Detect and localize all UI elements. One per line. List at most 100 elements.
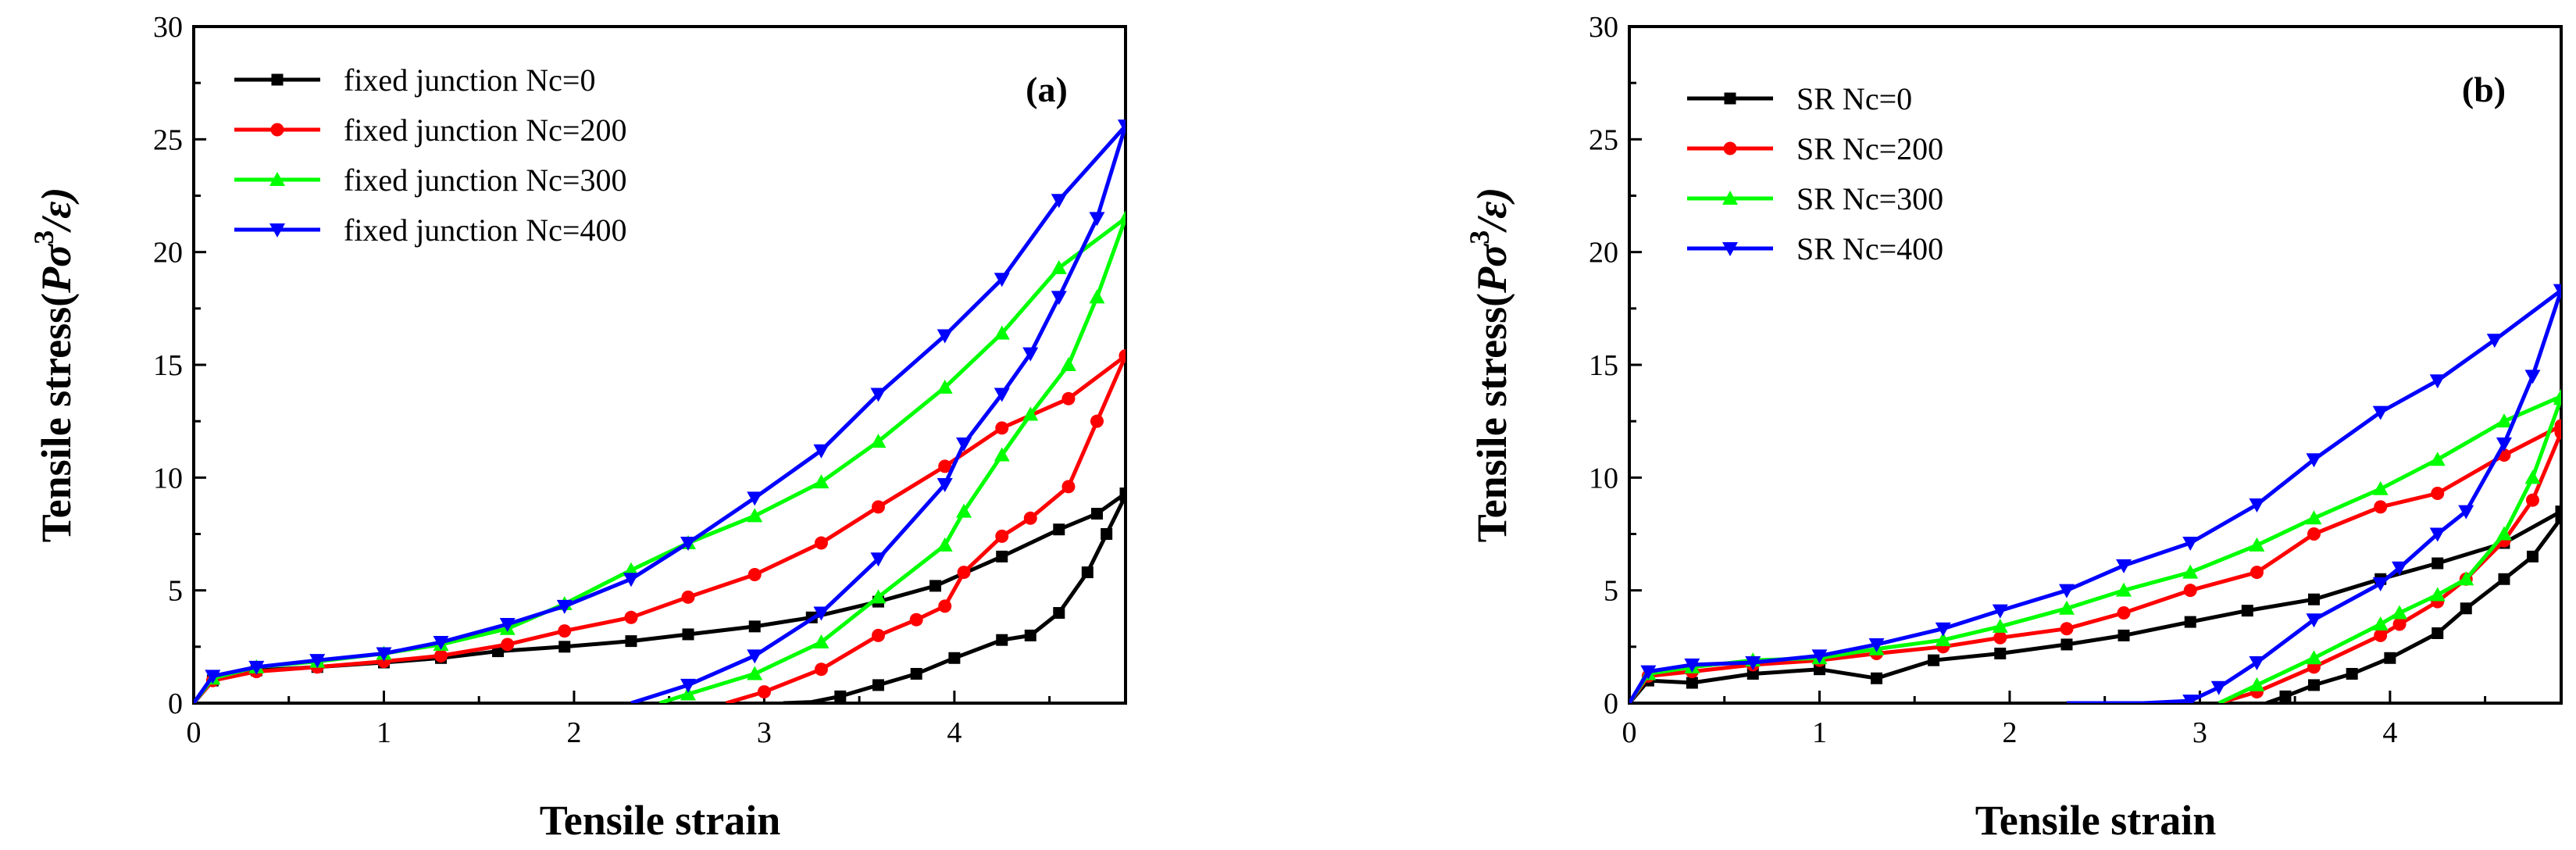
y-tick-label: 25 (1589, 123, 1618, 156)
series-line-loading (194, 216, 1126, 703)
data-point (1101, 528, 1113, 540)
data-point (2524, 370, 2541, 384)
data-point (2431, 487, 2445, 501)
y-axis-title: Tensile stress(Pσ3/ε) (1464, 188, 1515, 543)
data-point (2458, 571, 2474, 586)
data-point (929, 580, 942, 592)
x-tick-label: 3 (2192, 716, 2207, 749)
legend-marker (1687, 242, 1773, 256)
data-point (2429, 587, 2446, 602)
x-axis-title: Tensile strain (1975, 797, 2217, 844)
data-point (2553, 284, 2561, 298)
data-point (681, 590, 695, 604)
data-point (1118, 210, 1126, 225)
data-point (995, 529, 1009, 543)
data-point (870, 589, 887, 604)
data-point (834, 690, 847, 702)
data-point (2058, 584, 2075, 598)
y-tick-label: 10 (1589, 462, 1618, 495)
data-point (948, 652, 961, 664)
y-axis-title-p: P (33, 266, 80, 294)
data-point (2060, 638, 2073, 651)
x-tick-label: 3 (757, 716, 772, 749)
data-point (269, 223, 285, 238)
y-tick-label: 5 (1604, 575, 1618, 608)
data-point (938, 459, 952, 473)
legend-entry: SR Nc=0 (1687, 81, 1912, 116)
series-line-unloading (2217, 398, 2561, 703)
data-point (2184, 616, 2196, 628)
data-point (1992, 604, 2008, 619)
data-point (2372, 616, 2389, 630)
data-point (937, 379, 953, 394)
series-line-loading (1629, 509, 2561, 703)
y-tick-label: 0 (1604, 688, 1618, 720)
data-point (2553, 391, 2561, 405)
data-point (1722, 242, 1738, 256)
data-point (2374, 500, 2388, 514)
data-point (1745, 656, 1761, 671)
data-point (2524, 470, 2541, 484)
data-point (2058, 600, 2075, 615)
data-point (1871, 672, 1883, 684)
data-point (2374, 628, 2388, 642)
data-point (248, 660, 265, 675)
data-point (748, 620, 761, 633)
data-point (1722, 191, 1738, 205)
data-point (1051, 259, 1067, 274)
data-point (1640, 665, 1657, 680)
data-point (747, 508, 763, 523)
panel-label: (b) (2462, 70, 2506, 109)
data-point (680, 678, 697, 693)
data-point (2249, 677, 2265, 691)
y-tick-label: 15 (1589, 349, 1618, 382)
data-point (2306, 613, 2322, 628)
data-point (1811, 649, 1828, 664)
data-point (909, 612, 923, 627)
y-axis-title-sigma: σ (1468, 243, 1515, 267)
legend-marker (234, 73, 320, 86)
data-point (870, 388, 887, 402)
series-line-unloading (2218, 431, 2561, 703)
x-tick-label: 0 (1622, 716, 1637, 749)
data-point (558, 624, 572, 638)
x-axis-title: Tensile strain (540, 797, 781, 844)
data-point (910, 667, 922, 680)
legend-label: fixed junction Nc=0 (344, 62, 595, 98)
data-point (270, 123, 284, 137)
data-point (2429, 374, 2446, 389)
y-tick-label: 30 (153, 11, 183, 44)
legend-label: fixed junction Nc=200 (344, 112, 626, 148)
data-point (956, 438, 972, 452)
y-tick-label: 5 (168, 575, 183, 608)
y-axis-title: Tensile stress(Pσ3/ε) (28, 188, 80, 543)
data-point (757, 685, 771, 699)
series-fixed-junction-nc-300 (194, 210, 1126, 703)
data-point (2458, 505, 2474, 520)
data-point (813, 606, 830, 621)
data-point (2432, 557, 2444, 570)
y-tick-label: 20 (153, 237, 183, 270)
data-point (1723, 141, 1737, 155)
data-point (2498, 573, 2510, 585)
series-line-unloading (2265, 516, 2561, 703)
axis-ticks: 0 1 2 3 4 0 5 10 15 20 25 30 (153, 11, 1051, 749)
series-line-unloading (725, 355, 1126, 703)
data-point (937, 329, 953, 344)
data-point (813, 444, 830, 459)
x-tick-label: 4 (2382, 716, 2397, 749)
data-point (2496, 526, 2512, 541)
data-point (2307, 679, 2320, 691)
legend-label: SR Nc=400 (1796, 231, 1943, 266)
data-point (2429, 527, 2446, 542)
data-point (994, 388, 1010, 402)
legend-label: SR Nc=200 (1796, 131, 1943, 166)
data-point (2554, 426, 2561, 440)
data-point (813, 474, 830, 489)
data-point (937, 477, 953, 492)
series-sr-nc-0 (1629, 505, 2561, 703)
data-point (1994, 647, 2007, 659)
data-point (2307, 593, 2320, 605)
data-point (623, 573, 639, 588)
data-point (1090, 414, 1104, 428)
